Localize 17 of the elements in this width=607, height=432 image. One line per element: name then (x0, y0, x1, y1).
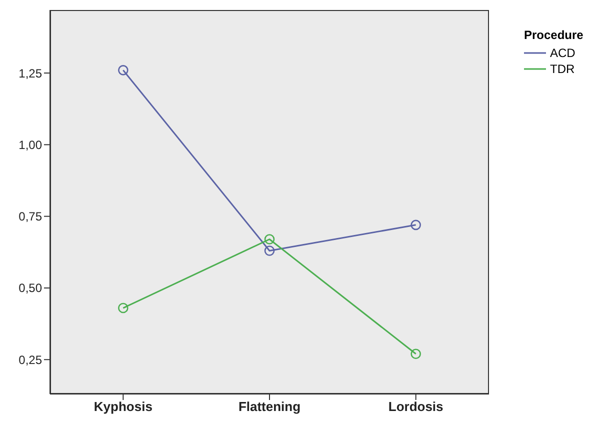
y-tick-label: 0,25 (18, 352, 42, 367)
point (410, 220, 421, 230)
y-tick-label: 0,50 (18, 281, 42, 296)
point (264, 234, 275, 244)
point (264, 246, 275, 256)
y-tick-label: 1,25 (18, 66, 42, 80)
x-tick-label: Kyphosis (94, 399, 152, 414)
y-tick-label: 1,00 (18, 138, 42, 152)
point (410, 348, 421, 360)
x-tick-label: Flattening (238, 399, 301, 414)
legend-label: ACD (550, 45, 576, 61)
point (118, 65, 128, 76)
y-tick-label: 0,75 (18, 210, 42, 224)
x-tick-label: Lordosis (388, 399, 444, 414)
legend-title: Procedure (524, 28, 584, 42)
legend-label: TDR (550, 61, 575, 77)
point (118, 302, 128, 314)
